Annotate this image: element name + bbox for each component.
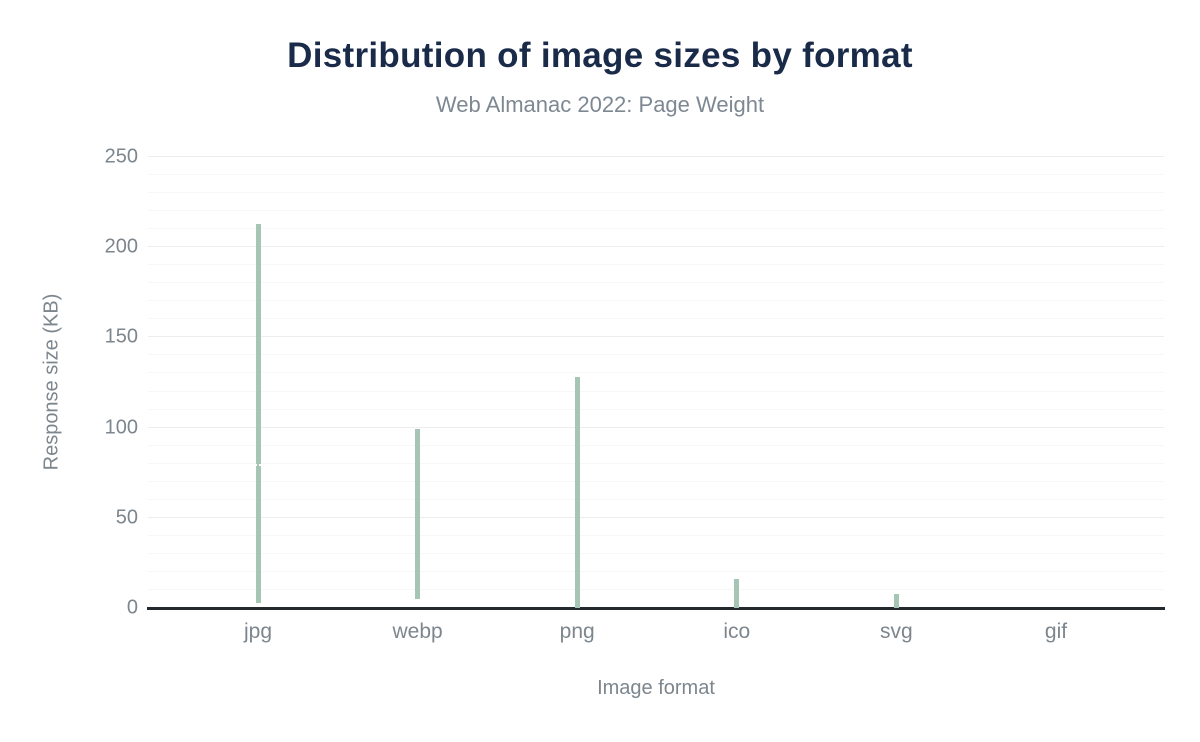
y-tick-0: 0	[126, 596, 138, 619]
median-line-jpg	[204, 464, 312, 467]
y-tick-200: 200	[104, 235, 138, 258]
gridline-minor	[148, 498, 1164, 500]
chart-title: Distribution of image sizes by format	[287, 36, 913, 75]
gridline-minor	[148, 300, 1164, 302]
y-tick-150: 150	[104, 325, 138, 348]
gridline-major	[148, 516, 1164, 518]
plot-area	[147, 156, 1165, 610]
gridline-minor	[148, 264, 1164, 266]
gridline-minor	[148, 192, 1164, 194]
gridline-major	[148, 336, 1164, 338]
x-tick-svg: svg	[880, 620, 913, 643]
gridline-minor	[148, 534, 1164, 536]
gridline-minor	[148, 282, 1164, 284]
whisker-png	[574, 377, 580, 608]
gridline-minor	[148, 462, 1164, 464]
gridline-minor	[148, 318, 1164, 320]
whisker-svg	[893, 593, 899, 608]
x-axis-line	[147, 607, 1165, 610]
whisker-jpg	[255, 223, 261, 603]
gridline-minor	[148, 480, 1164, 482]
gridline-minor	[148, 210, 1164, 212]
gridline-minor	[148, 408, 1164, 410]
y-tick-250: 250	[104, 145, 138, 168]
gridline-minor	[148, 372, 1164, 374]
y-tick-50: 50	[115, 506, 138, 529]
chart-subtitle: Web Almanac 2022: Page Weight	[435, 92, 765, 117]
y-tick-100: 100	[104, 416, 138, 439]
gridline-minor	[148, 444, 1164, 446]
x-tick-png: png	[559, 620, 595, 643]
gridline-minor	[148, 228, 1164, 230]
x-axis-title: Image format	[597, 677, 715, 699]
gridline-minor	[148, 570, 1164, 572]
x-tick-jpg: jpg	[243, 620, 273, 643]
y-axis-tick-labels: 0 50 100 150 200 250	[0, 146, 138, 619]
gridline-major	[148, 426, 1164, 428]
gridline-minor	[148, 588, 1164, 590]
x-tick-ico: ico	[723, 620, 751, 643]
whisker-ico	[734, 579, 740, 608]
whisker-webp	[415, 429, 421, 599]
gridline-major	[148, 156, 1164, 157]
gridline-minor	[148, 174, 1164, 176]
x-tick-webp: webp	[392, 620, 443, 643]
gridline-minor	[148, 354, 1164, 356]
gridline-minor	[148, 390, 1164, 392]
gridline-minor	[148, 552, 1164, 554]
x-axis-tick-labels: jpg webp png ico svg gif	[148, 620, 1164, 652]
gridline-major	[148, 246, 1164, 248]
x-tick-gif: gif	[1044, 620, 1068, 643]
